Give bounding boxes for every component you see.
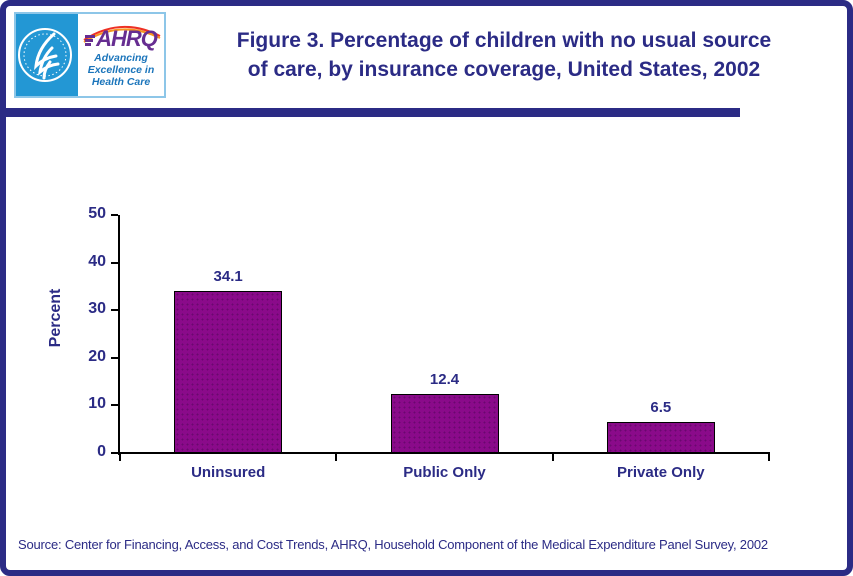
y-tick-mark — [111, 452, 118, 454]
ahrq-speed-lines-icon — [85, 34, 96, 47]
y-tick-label: 50 — [88, 205, 106, 222]
figure-title-line2: of care, by insurance coverage, United S… — [247, 58, 761, 81]
header-divider-bar — [6, 108, 740, 117]
y-tick-label: 20 — [88, 347, 106, 365]
ahrq-wordmark: AHRQ — [78, 28, 164, 50]
x-tick-mark — [551, 452, 554, 461]
y-tick-mark — [111, 356, 118, 359]
figure-title-line1: Figure 3. Percentage of children with no… — [236, 29, 772, 52]
figure-title: Figure 3. Percentage of children with no… — [170, 26, 838, 84]
hhs-seal-panel — [16, 14, 78, 96]
ahrq-tagline: Advancing Excellence in Health Care — [78, 52, 164, 88]
bar-public-only — [390, 393, 499, 453]
bar-private-only — [606, 422, 715, 453]
x-axis-line — [118, 452, 770, 454]
y-tick-label: 40 — [88, 252, 106, 270]
x-tick-mark — [119, 452, 121, 461]
category-label-public-only: Public Only — [403, 464, 486, 481]
bar-uninsured — [174, 290, 283, 453]
category-label-uninsured: Uninsured — [191, 464, 266, 481]
category-label-private-only: Private Only — [617, 464, 705, 481]
ahrq-logo-panel: AHRQ Advancing Excellence in Health Care — [78, 14, 164, 96]
tagline-line: Excellence in — [87, 64, 155, 76]
y-tick-mark — [111, 261, 118, 264]
y-tick-mark — [111, 404, 118, 407]
tagline-line: Health Care — [91, 76, 151, 88]
y-tick-label: 0 — [97, 443, 106, 460]
y-tick-label: 10 — [88, 395, 106, 413]
y-tick-label: 30 — [88, 300, 106, 318]
ahrq-acronym: AHRQ — [96, 26, 158, 51]
y-tick-mark — [111, 309, 118, 312]
hhs-eagle-seal-icon — [18, 28, 72, 82]
x-tick-mark — [335, 452, 338, 461]
ahrq-hhs-logo: AHRQ Advancing Excellence in Health Care — [14, 12, 166, 98]
y-axis-line — [118, 215, 120, 455]
bar-value-private-only: 6.5 — [650, 399, 672, 417]
tagline-line: Advancing — [94, 52, 148, 64]
bar-chart: Percent 0 10 20 30 40 50 34.1 Uninsured 12.4 Publ… — [6, 6, 847, 570]
bar-value-public-only: 12.4 — [429, 370, 460, 388]
bar-value-uninsured: 34.1 — [213, 267, 243, 285]
x-tick-mark — [768, 452, 770, 461]
source-note: Source: Center for Financing, Access, an… — [18, 537, 768, 552]
y-tick-mark — [111, 214, 118, 216]
